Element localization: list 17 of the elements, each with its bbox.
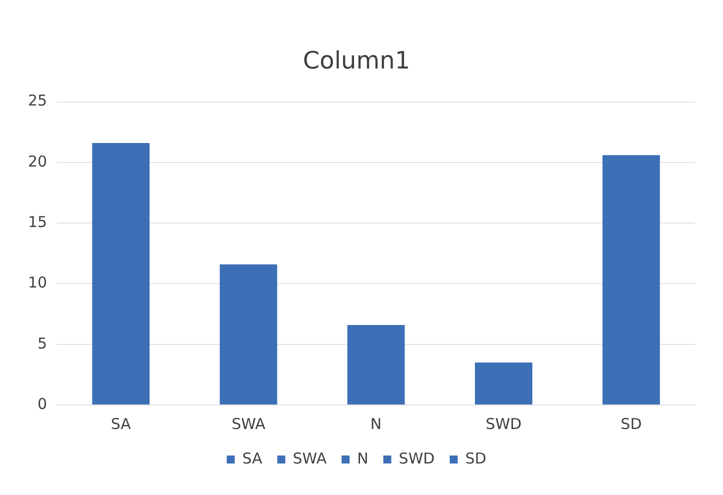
legend-label: N	[357, 449, 368, 468]
legend-label: SD	[465, 449, 486, 468]
y-tick-label: 5	[38, 334, 48, 352]
legend-label: SA	[242, 449, 264, 468]
x-tick-label: SWA	[232, 414, 266, 433]
x-tick-label: SD	[620, 414, 642, 433]
y-tick-label: 15	[28, 212, 48, 231]
y-tick-label: 25	[28, 92, 48, 110]
y-tick-label: 10	[28, 274, 48, 292]
y-tick-label: 20	[28, 152, 48, 170]
x-tick-label: SA	[110, 414, 132, 433]
chart-title: Column1	[302, 46, 410, 75]
legend-label: SWA	[292, 449, 328, 468]
legend-label: SWD	[398, 449, 435, 468]
x-tick-label: SWD	[486, 414, 522, 433]
x-tick-label: N	[370, 414, 382, 433]
y-tick-label: 0	[38, 394, 48, 413]
